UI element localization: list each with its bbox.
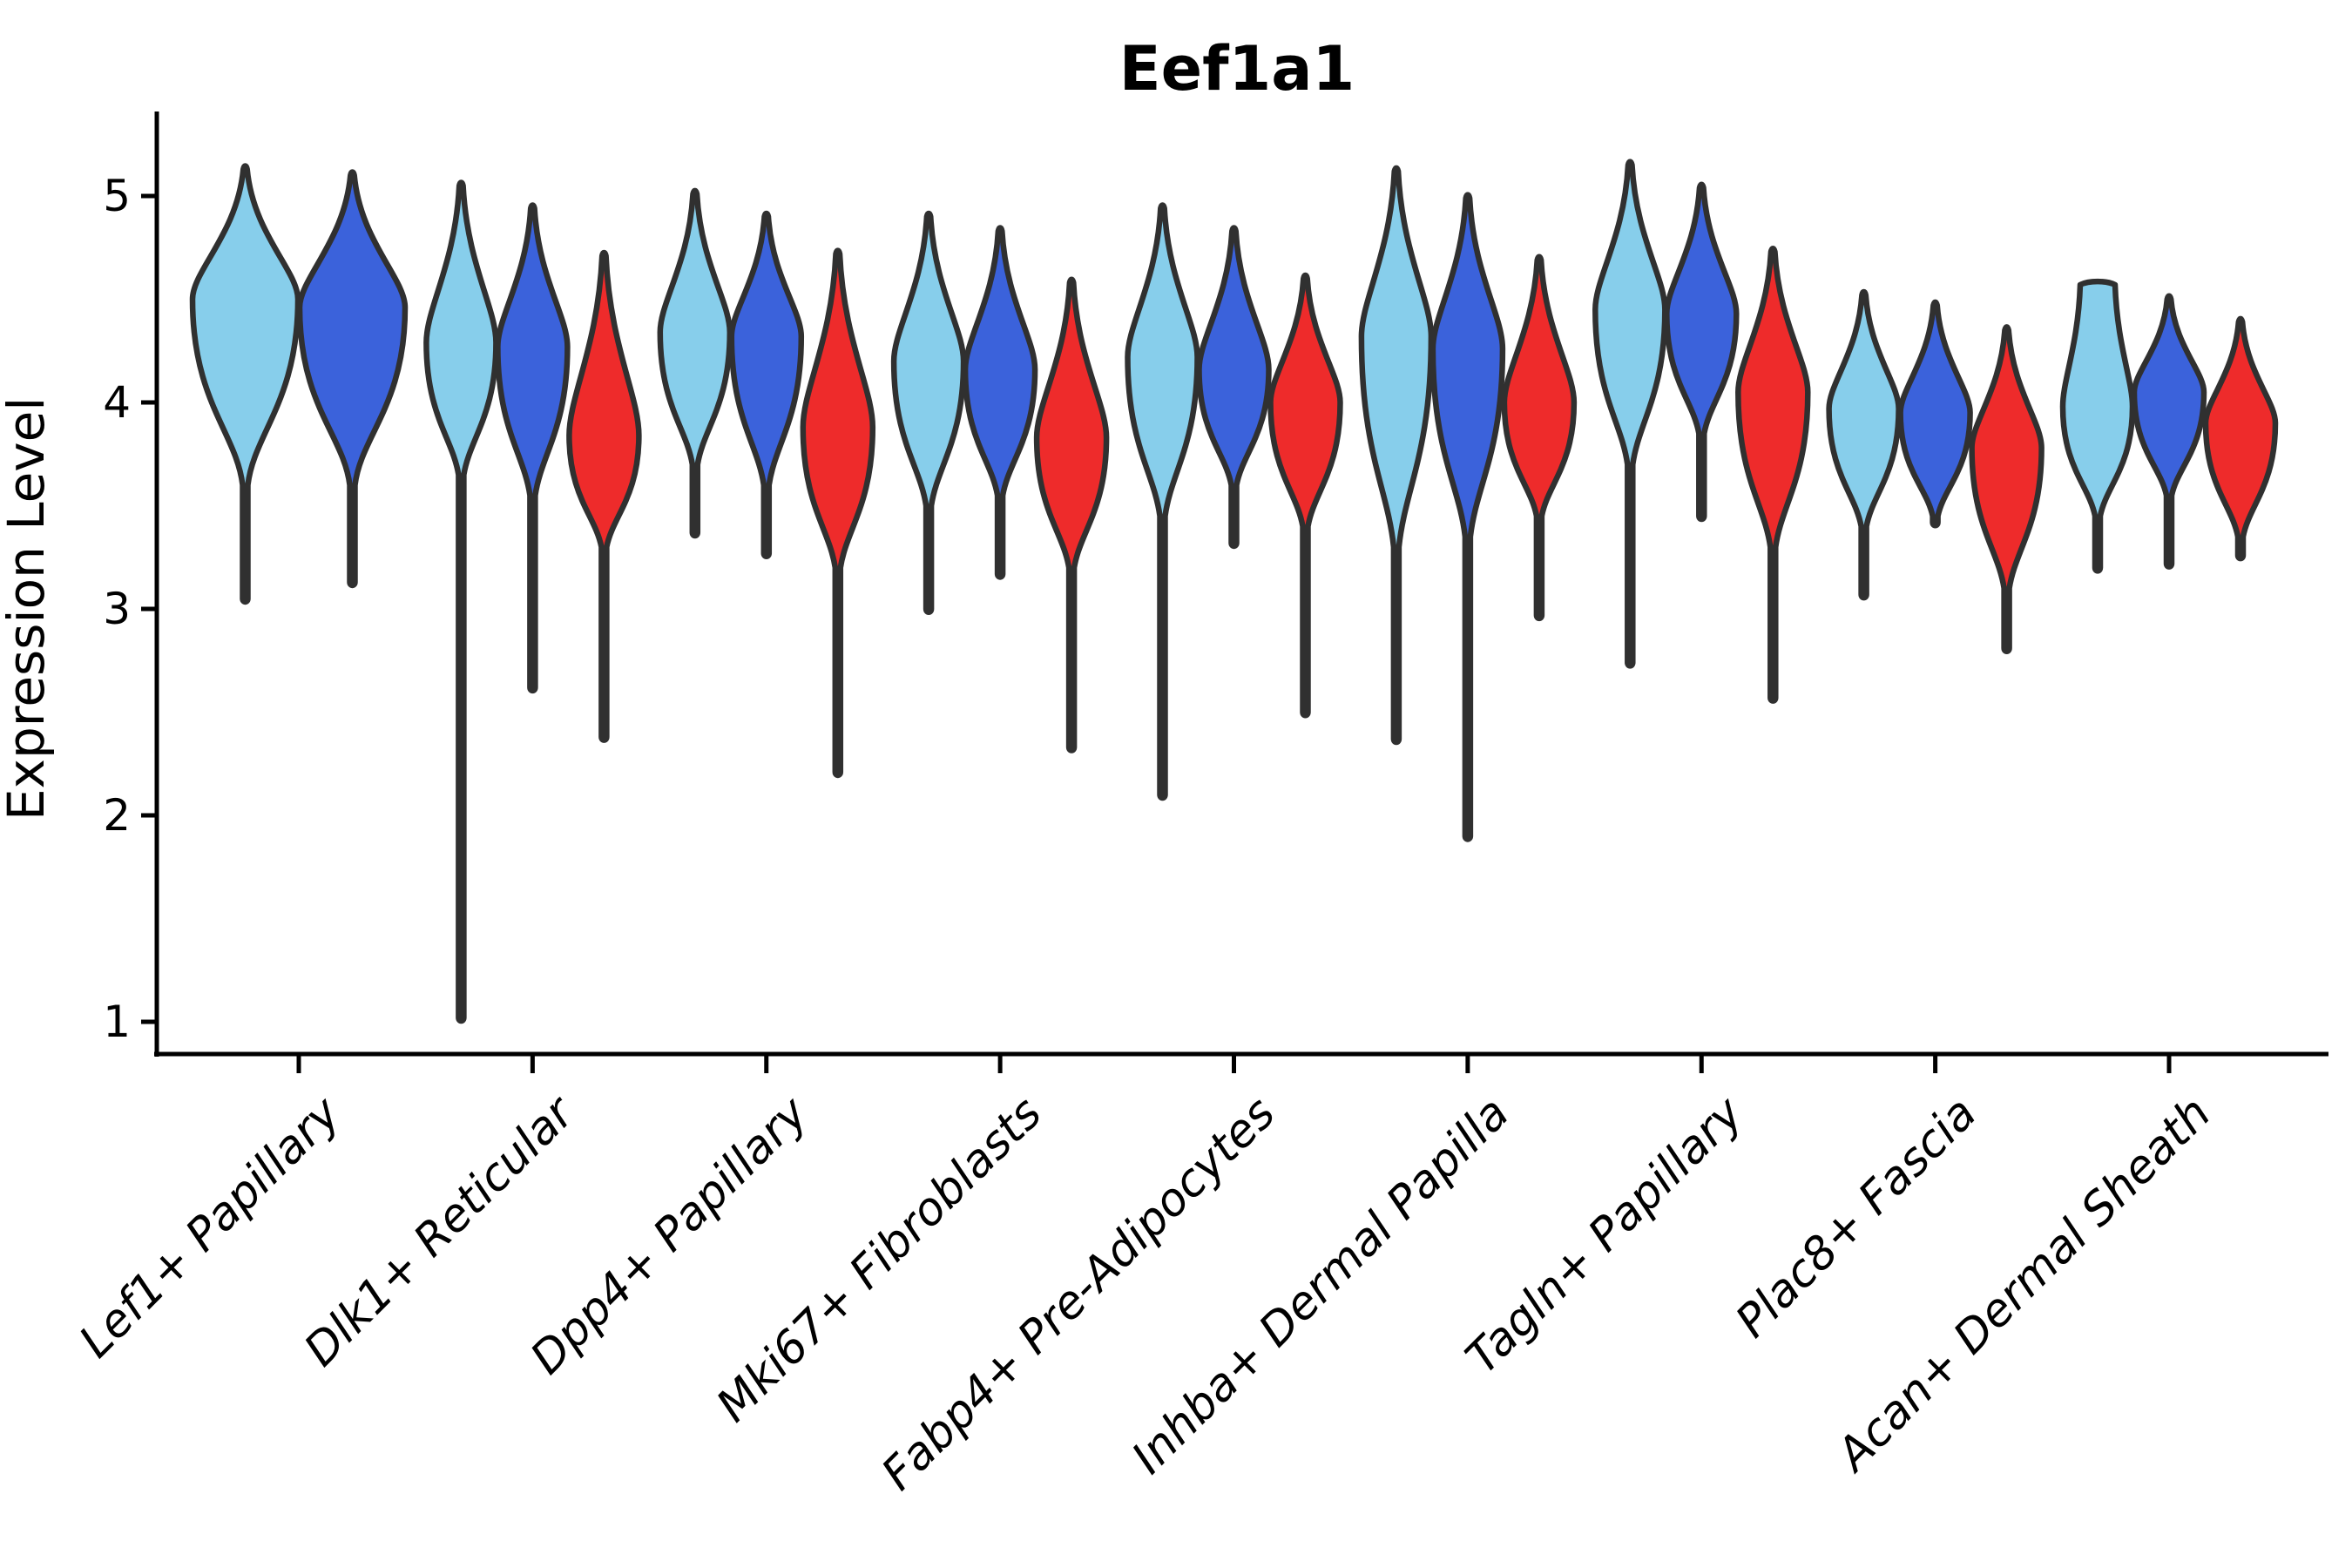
violin-dpp4-papillary-royalblue-series (728, 210, 805, 559)
violin-inhba-dermal-papilla-red-series (1501, 253, 1578, 622)
violin-lef1-papillary-skyblue-series (189, 163, 301, 605)
y-tick-label-3: 3 (103, 584, 131, 634)
violin-plac8-fascia-skyblue-series (1826, 288, 1902, 601)
violin-dlk1-reticular-skyblue-series (423, 179, 499, 1024)
violin-inhba-dermal-papilla-skyblue-series (1358, 165, 1435, 746)
violin-acan-dermal-sheath-skyblue-series (2059, 278, 2136, 574)
violin-plac8-fascia-red-series (1969, 324, 2044, 654)
violin-fabp4-pre-adipocytes-red-series (1267, 272, 1343, 719)
violin-mki67-fibroblasts-skyblue-series (890, 210, 967, 615)
violin-dlk1-reticular-royalblue-series (495, 202, 571, 694)
violin-mki67-fibroblasts-red-series (1033, 276, 1110, 754)
y-tick-label-5: 5 (103, 171, 131, 221)
violin-tagln-papillary-royalblue-series (1664, 181, 1740, 523)
violin-mki67-fibroblasts-royalblue-series (962, 225, 1038, 580)
violin-lef1-papillary-royalblue-series (296, 169, 409, 589)
violin-dpp4-papillary-skyblue-series (657, 187, 733, 539)
violin-fabp4-pre-adipocytes-skyblue-series (1125, 202, 1200, 801)
violin-dpp4-papillary-red-series (800, 247, 876, 779)
violin-inhba-dermal-papilla-royalblue-series (1429, 192, 1506, 842)
y-tick-label-4: 4 (103, 377, 131, 428)
violin-plac8-fascia-royalblue-series (1897, 299, 1973, 529)
violin-acan-dermal-sheath-royalblue-series (2131, 293, 2207, 570)
violin-fabp4-pre-adipocytes-royalblue-series (1196, 225, 1272, 550)
violin-acan-dermal-sheath-red-series (2202, 315, 2279, 562)
violin-tagln-papillary-skyblue-series (1592, 159, 1668, 669)
y-tick-label-1: 1 (103, 997, 131, 1047)
violin-tagln-papillary-red-series (1735, 246, 1811, 704)
chart-title: Eef1a1 (1119, 33, 1355, 105)
y-tick-label-2: 2 (103, 790, 131, 841)
violin-dlk1-reticular-red-series (566, 249, 642, 743)
